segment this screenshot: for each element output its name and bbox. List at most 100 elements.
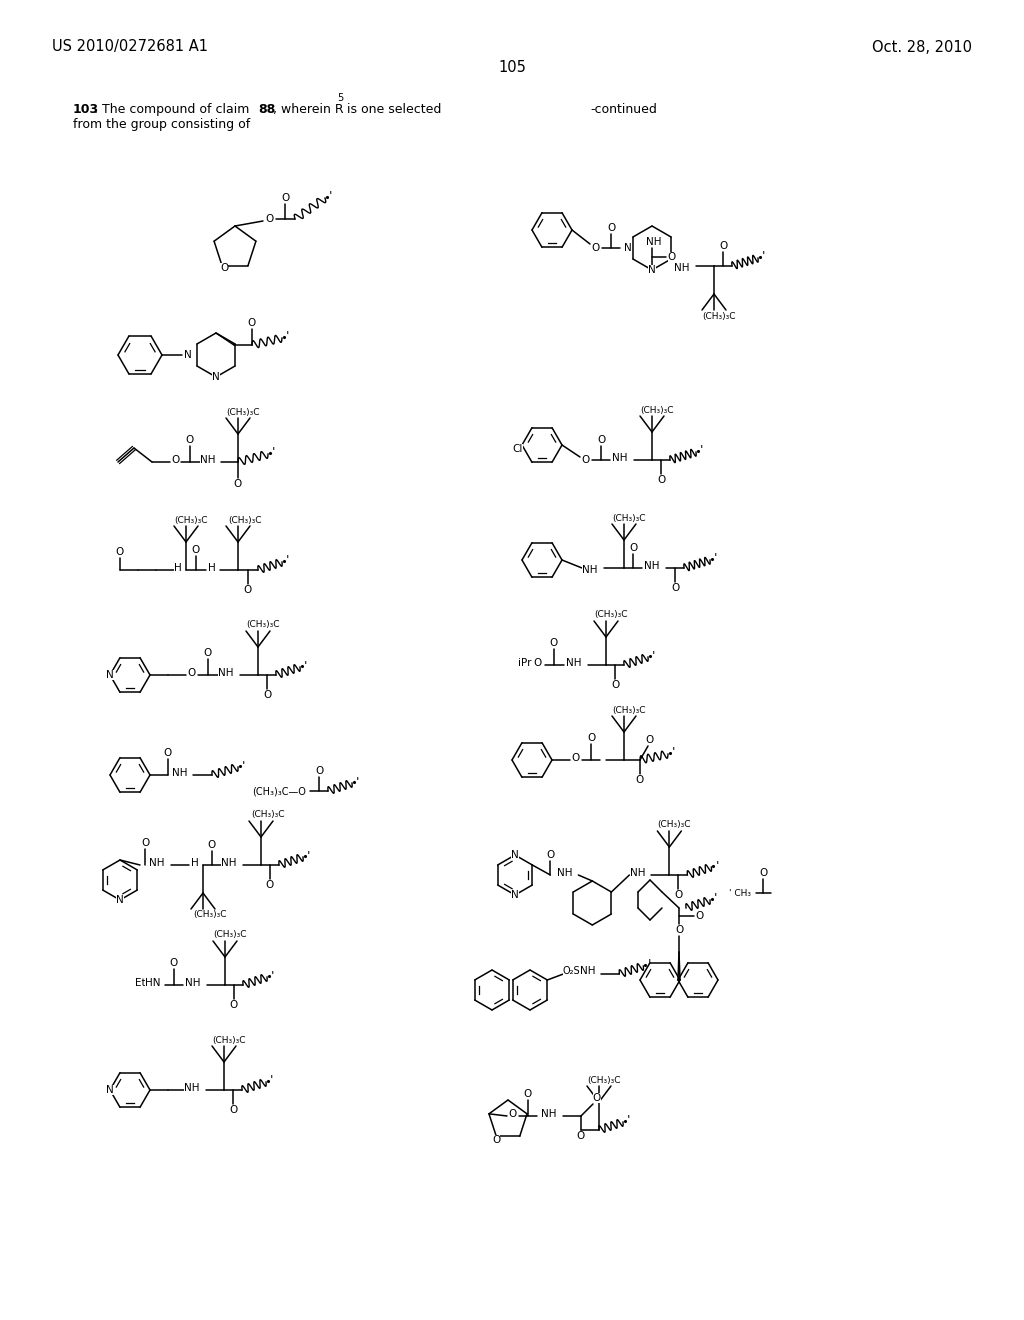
Text: from the group consisting of: from the group consisting of — [73, 117, 250, 131]
Text: (CH₃)₃C: (CH₃)₃C — [226, 408, 259, 417]
Text: (CH₃)₃C: (CH₃)₃C — [213, 931, 247, 940]
Text: ': ' — [627, 1114, 631, 1127]
Text: (CH₃)₃C: (CH₃)₃C — [594, 610, 628, 619]
Text: O: O — [164, 748, 172, 758]
Text: NH: NH — [580, 966, 595, 975]
Text: Oct. 28, 2010: Oct. 28, 2010 — [872, 40, 972, 54]
Text: ': ' — [356, 776, 359, 788]
Text: O: O — [534, 657, 542, 668]
Text: NH: NH — [150, 858, 165, 869]
Text: ': ' — [307, 850, 310, 862]
Text: NH: NH — [612, 453, 628, 463]
Text: (CH₃)₃C—O: (CH₃)₃C—O — [252, 785, 306, 796]
Text: NH: NH — [566, 657, 582, 668]
Text: . The compound of claim: . The compound of claim — [94, 103, 253, 116]
Text: N: N — [511, 890, 519, 900]
Text: (CH₃)₃C: (CH₃)₃C — [702, 312, 735, 321]
Text: H: H — [191, 858, 199, 869]
Text: O: O — [597, 436, 605, 445]
Text: Et: Et — [135, 978, 145, 987]
Text: O: O — [220, 263, 228, 273]
Text: , wherein R: , wherein R — [273, 103, 344, 116]
Text: O: O — [191, 545, 200, 554]
Text: (CH₃)₃C: (CH₃)₃C — [228, 516, 261, 524]
Text: ': ' — [714, 892, 718, 906]
Text: ' CH₃: ' CH₃ — [729, 888, 752, 898]
Text: US 2010/0272681 A1: US 2010/0272681 A1 — [52, 40, 208, 54]
Text: O: O — [141, 838, 150, 847]
Text: N: N — [648, 265, 656, 275]
Text: O: O — [629, 543, 637, 553]
Text: NH: NH — [542, 1109, 557, 1119]
Text: NH: NH — [184, 1082, 200, 1093]
Text: N: N — [116, 895, 124, 906]
Text: O: O — [646, 735, 654, 744]
Text: H: H — [174, 564, 182, 573]
Text: O: O — [607, 223, 615, 234]
Text: HN: HN — [145, 978, 161, 987]
Text: O: O — [171, 455, 179, 465]
Text: O: O — [668, 252, 676, 261]
Text: N: N — [184, 350, 191, 360]
Text: NH: NH — [674, 263, 690, 273]
Text: O: O — [314, 766, 324, 776]
Text: iPr: iPr — [518, 657, 531, 668]
Text: (CH₃)₃C: (CH₃)₃C — [657, 821, 691, 829]
Text: NH: NH — [557, 869, 572, 878]
Text: (CH₃)₃C: (CH₃)₃C — [174, 516, 208, 524]
Text: ': ' — [271, 969, 274, 982]
Text: N: N — [624, 243, 632, 253]
Text: -continued: -continued — [590, 103, 656, 116]
Text: O: O — [582, 455, 590, 465]
Text: O: O — [170, 958, 178, 968]
Text: 88: 88 — [258, 103, 275, 116]
Text: (CH₃)₃C: (CH₃)₃C — [246, 620, 280, 630]
Text: ': ' — [242, 759, 246, 772]
Text: N: N — [106, 1085, 114, 1096]
Text: NH: NH — [644, 561, 659, 572]
Text: O: O — [266, 214, 274, 224]
Text: (CH₃)₃C: (CH₃)₃C — [193, 911, 226, 920]
Text: ': ' — [762, 251, 766, 264]
Text: NH: NH — [583, 565, 598, 576]
Text: O: O — [208, 840, 216, 850]
Text: O: O — [671, 583, 679, 593]
Text: O: O — [719, 242, 727, 251]
Text: NH: NH — [218, 668, 233, 678]
Text: O: O — [229, 1105, 238, 1115]
Text: ': ' — [672, 747, 676, 759]
Text: O: O — [577, 1131, 585, 1140]
Text: ': ' — [270, 1074, 273, 1088]
Text: O: O — [493, 1135, 501, 1146]
Text: O: O — [509, 1109, 517, 1119]
Text: O: O — [675, 925, 683, 935]
Text: O: O — [248, 318, 256, 327]
Text: O: O — [593, 1093, 601, 1104]
Text: O: O — [587, 733, 595, 743]
Text: N: N — [106, 671, 114, 680]
Text: NH: NH — [172, 768, 187, 777]
Text: ': ' — [272, 446, 275, 459]
Text: O: O — [263, 690, 271, 700]
Text: ': ' — [286, 330, 290, 343]
Text: (CH₃)₃C: (CH₃)₃C — [212, 1035, 246, 1044]
Text: H: H — [208, 564, 216, 573]
Text: NH: NH — [630, 869, 645, 878]
Text: ': ' — [652, 649, 655, 663]
Text: ': ' — [714, 553, 718, 565]
Text: O: O — [759, 869, 768, 878]
Text: ': ' — [700, 445, 703, 458]
Text: O: O — [696, 911, 705, 921]
Text: N: N — [511, 850, 519, 861]
Text: (CH₃)₃C: (CH₃)₃C — [612, 513, 645, 523]
Text: NH: NH — [201, 455, 216, 465]
Text: O: O — [524, 1089, 532, 1100]
Text: 105: 105 — [498, 61, 526, 75]
Text: Cl: Cl — [513, 444, 523, 454]
Text: O: O — [187, 668, 197, 678]
Text: ': ' — [304, 660, 307, 672]
Text: O: O — [204, 648, 212, 657]
Text: O: O — [571, 752, 581, 763]
Text: ': ' — [716, 859, 719, 873]
Text: O: O — [281, 193, 289, 203]
